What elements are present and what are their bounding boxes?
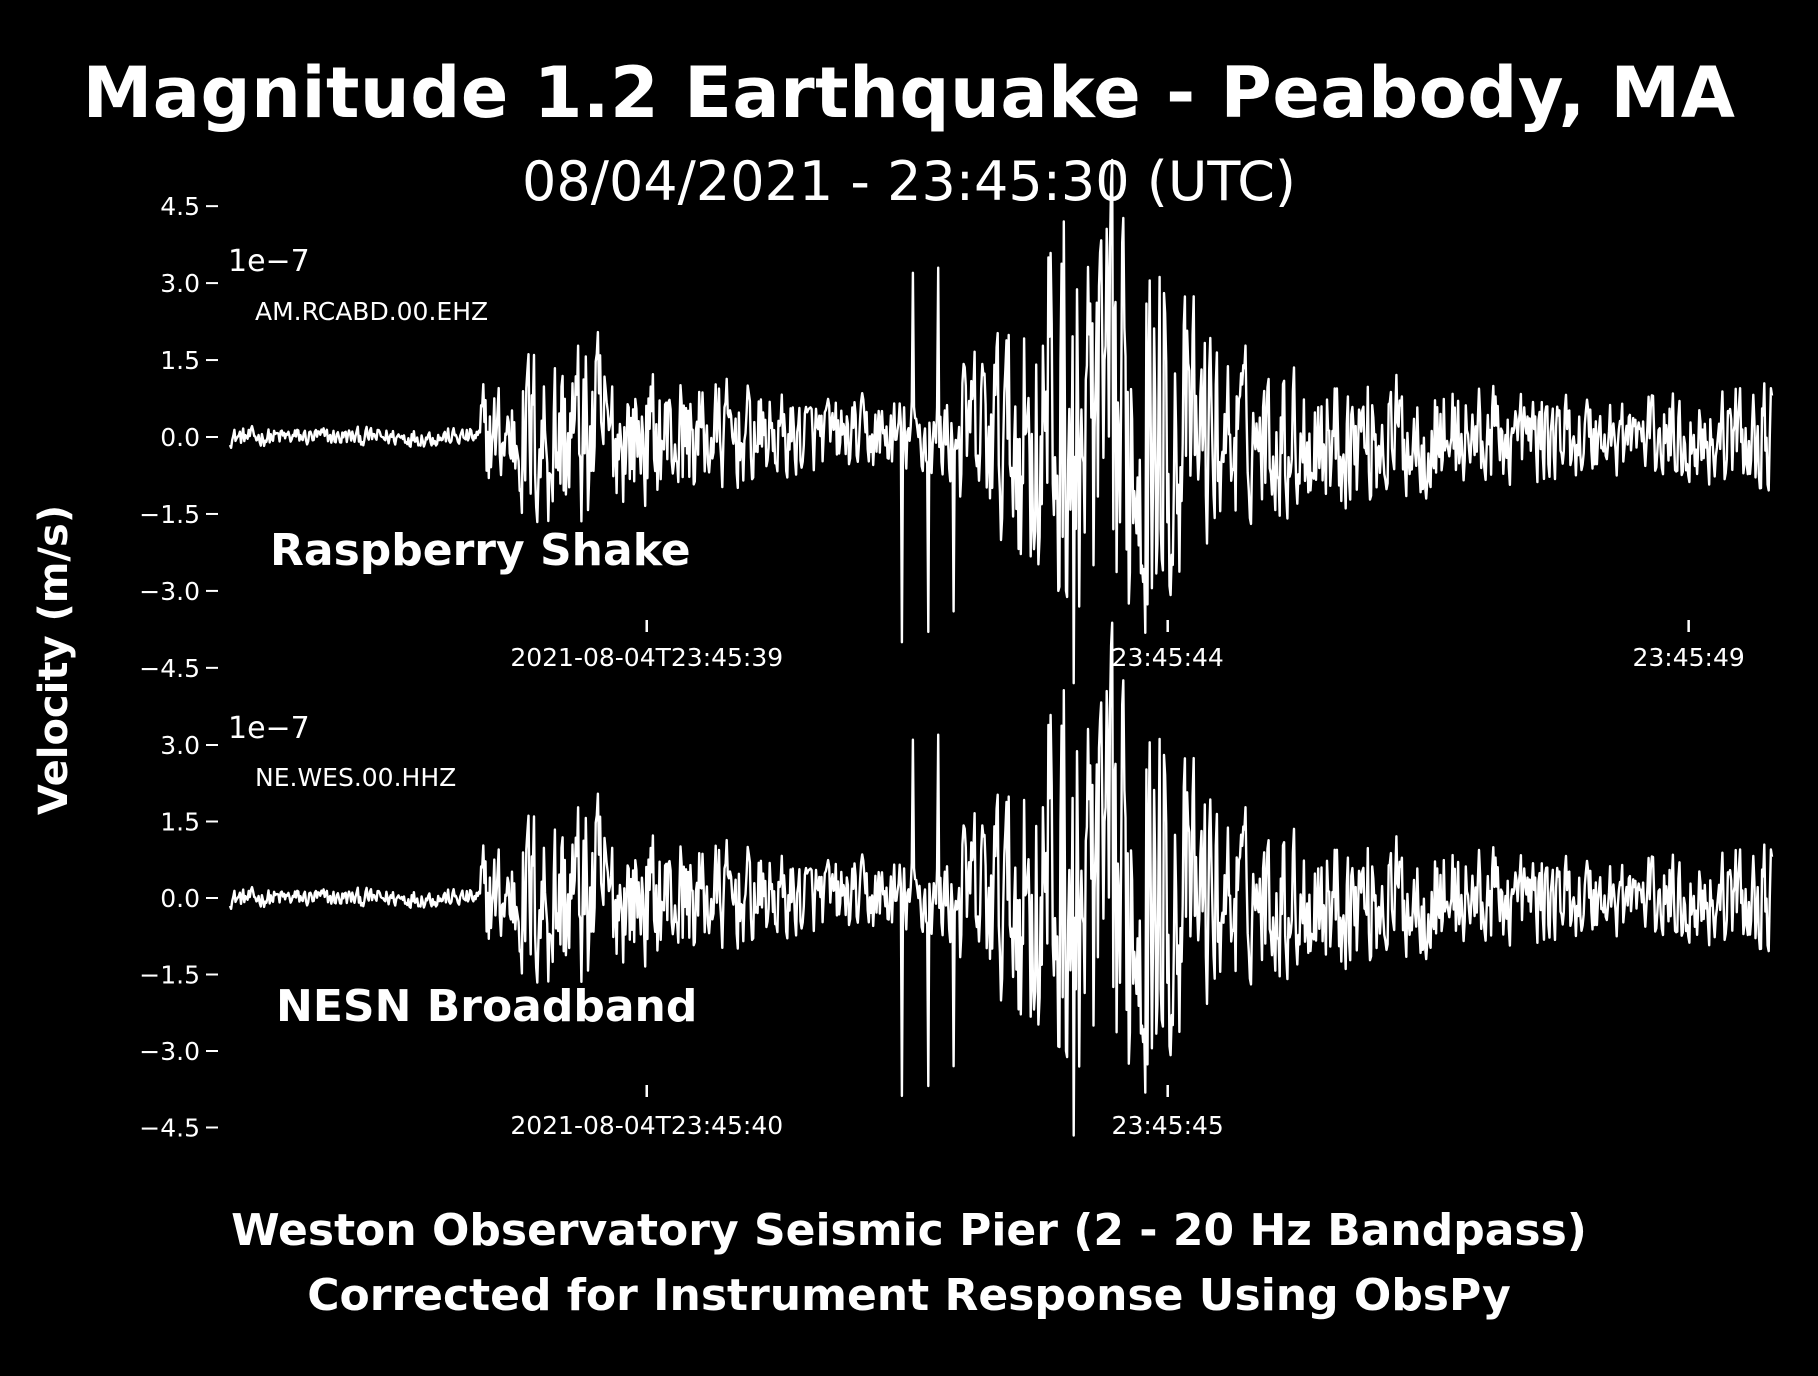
y-tick-label: −4.5: [139, 1114, 200, 1143]
seismogram-trace: [228, 158, 1774, 685]
panel-nesn-broadband: 1e−7 NE.WES.00.HHZ 3.0 1.5 0.0 −1.5 −3.0 −4.5 20…: [139, 621, 1774, 1143]
offset-label: 1e−7: [228, 711, 310, 746]
x-tick-label: 23:45:49: [1633, 643, 1745, 672]
y-tick-label: −4.5: [139, 654, 200, 683]
y-tick-label: 3.0: [160, 269, 200, 298]
chart-title: Magnitude 1.2 Earthquake - Peabody, MA: [82, 52, 1736, 134]
y-tick-label: −3.0: [139, 577, 200, 606]
y-tick-label: 0.0: [160, 423, 200, 452]
y-tick-label: −3.0: [139, 1037, 200, 1066]
y-tick-label: −1.5: [139, 500, 200, 529]
instrument-label: NESN Broadband: [276, 981, 697, 1032]
station-label: AM.RCABD.00.EHZ: [255, 297, 488, 326]
instrument-label: Raspberry Shake: [270, 525, 691, 576]
x-tick-label: 2021-08-04T23:45:39: [510, 643, 783, 672]
y-tick-label: −1.5: [139, 961, 200, 990]
x-tick-label: 2021-08-04T23:45:40: [510, 1111, 783, 1140]
station-label: NE.WES.00.HHZ: [255, 763, 456, 792]
x-tick-label: 23:45:44: [1112, 643, 1224, 672]
footer-line-1: Weston Observatory Seismic Pier (2 - 20 …: [231, 1205, 1587, 1256]
y-tick-label: 0.0: [160, 884, 200, 913]
y-tick-label: 1.5: [160, 808, 200, 837]
y-tick-label: 1.5: [160, 346, 200, 375]
chart-subtitle: 08/04/2021 - 23:45:30 (UTC): [522, 150, 1296, 213]
y-tick-label: 3.0: [160, 731, 200, 760]
offset-label: 1e−7: [228, 244, 310, 279]
footer-line-2: Corrected for Instrument Response Using …: [307, 1270, 1511, 1321]
x-tick-label: 23:45:45: [1112, 1111, 1224, 1140]
y-tick-label: 4.5: [160, 192, 200, 221]
panel-raspberry-shake: 1e−7 AM.RCABD.00.EHZ 4.5 3.0 1.5 0.0 −1.5 −3.0 −…: [139, 158, 1774, 685]
seismogram-trace: [228, 621, 1774, 1137]
